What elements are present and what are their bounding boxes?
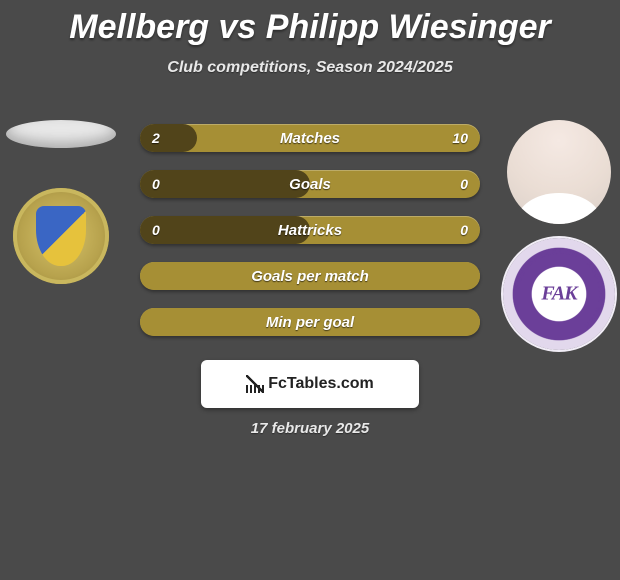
left-player-photo xyxy=(6,120,116,148)
badge-center-text: FAK xyxy=(541,283,576,306)
stat-value-right: 0 xyxy=(460,216,468,244)
right-player-photo xyxy=(507,120,611,224)
stat-bar: Goals per match xyxy=(140,262,480,290)
chart-icon xyxy=(246,375,264,393)
bar-fill-left xyxy=(140,170,310,198)
page-title: Mellberg vs Philipp Wiesinger xyxy=(0,0,620,47)
stat-value-left: 0 xyxy=(152,216,160,244)
stat-label: Min per goal xyxy=(266,314,354,331)
left-club-badge xyxy=(13,188,109,284)
stat-value-right: 0 xyxy=(460,170,468,198)
stat-label: Matches xyxy=(280,130,340,147)
stats-bars: 2 10 Matches 0 0 Goals 0 0 Hattricks Goals per ma… xyxy=(140,124,480,336)
footer-brand-text: FcTables.com xyxy=(268,375,374,393)
stat-label: Hattricks xyxy=(278,222,342,239)
shield-icon xyxy=(36,206,86,266)
stat-bar: Min per goal xyxy=(140,308,480,336)
footer-date: 17 february 2025 xyxy=(0,420,620,437)
stat-value-right: 10 xyxy=(452,124,468,152)
stat-bar: 0 0 Goals xyxy=(140,170,480,198)
stat-label: Goals xyxy=(289,176,331,193)
footer-brand-box: FcTables.com xyxy=(201,360,419,408)
stat-value-left: 0 xyxy=(152,170,160,198)
page-subtitle: Club competitions, Season 2024/2025 xyxy=(0,59,620,77)
stat-bar: 0 0 Hattricks xyxy=(140,216,480,244)
stat-value-left: 2 xyxy=(152,124,160,152)
stat-bar: 2 10 Matches xyxy=(140,124,480,152)
left-player-column xyxy=(6,120,116,284)
bar-fill-left xyxy=(140,124,197,152)
right-club-badge: FUSSBALLKLUB · AUSTRIA WIEN FAK xyxy=(503,238,615,350)
stat-label: Goals per match xyxy=(251,268,369,285)
right-player-column: FUSSBALLKLUB · AUSTRIA WIEN FAK xyxy=(504,120,614,350)
